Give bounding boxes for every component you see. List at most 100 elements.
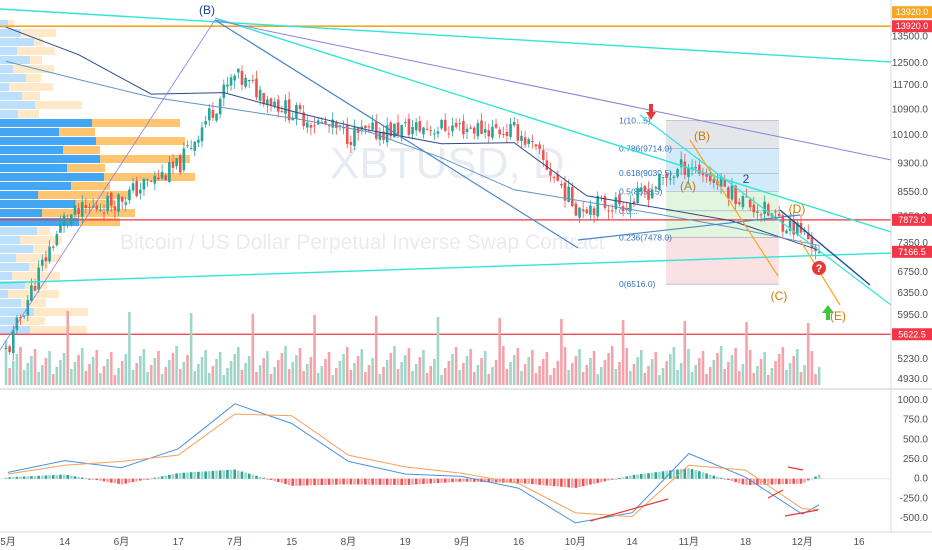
- macd-histogram-bar: [796, 478, 799, 484]
- volume-bar: [302, 371, 305, 385]
- volume-profile-up-bar: [0, 245, 33, 253]
- candle-body: [752, 204, 756, 213]
- candle-body: [160, 172, 164, 179]
- candle-body: [124, 202, 128, 205]
- candle-body: [411, 126, 414, 135]
- volume-bar: [552, 368, 556, 385]
- ema-fast-line: [5, 26, 820, 251]
- macd-histogram-bar: [472, 478, 476, 482]
- macd-tick-label: -250.0: [900, 493, 929, 504]
- candle-body: [418, 121, 422, 132]
- macd-histogram-bar: [324, 478, 327, 485]
- candle-body: [313, 125, 316, 127]
- macd-histogram-bar: [204, 471, 207, 479]
- macd-histogram-bar: [11, 477, 15, 479]
- time-tick-label: 16: [853, 537, 865, 548]
- volume-bar: [371, 358, 374, 385]
- volume-bar: [124, 354, 128, 385]
- macd-histogram-bar: [574, 478, 578, 488]
- candle-body: [102, 212, 106, 214]
- volume-bar: [41, 365, 44, 385]
- volume-bar: [15, 354, 19, 385]
- volume-profile-down-bar: [79, 218, 120, 226]
- volume-bar: [276, 360, 280, 385]
- macd-histogram-bar: [465, 478, 469, 482]
- volume-profile-down-bar: [34, 38, 43, 46]
- candle-body: [527, 139, 531, 144]
- volume-bar: [443, 368, 447, 385]
- candle-body: [305, 122, 309, 128]
- candle-body: [567, 186, 570, 203]
- volume-bar: [378, 374, 382, 385]
- candle-body: [414, 122, 418, 131]
- candle-body: [41, 259, 44, 266]
- macd-histogram-bar: [91, 478, 95, 480]
- candle-body: [433, 133, 436, 135]
- volume-bar: [563, 347, 567, 385]
- volume-bar: [338, 361, 342, 385]
- macd-histogram-bar: [752, 478, 756, 485]
- candle-body: [796, 222, 799, 235]
- candle-body: [367, 126, 371, 128]
- volume-bar: [59, 360, 62, 385]
- volume-bar: [215, 359, 218, 385]
- macd-histogram-bar: [741, 478, 745, 485]
- macd-histogram-bar: [251, 474, 255, 479]
- macd-histogram-bar: [229, 469, 233, 479]
- price-tag-text: 7873.0: [898, 215, 926, 225]
- time-axis: 5月 14 6月 17 7月 15 8月 19 9月 16 10月 14 11月 18 12月 16: [0, 536, 865, 548]
- candle-body: [556, 174, 560, 181]
- volume-bar: [799, 372, 803, 385]
- candle-body: [563, 182, 567, 201]
- volume-bar: [792, 356, 796, 385]
- volume-bar: [258, 365, 262, 385]
- volume-bar: [567, 370, 570, 385]
- volume-profile-down-bar: [35, 101, 82, 109]
- volume-bar: [298, 348, 302, 385]
- volume-profile-up-bar: [0, 191, 38, 199]
- macd-histogram-bar: [643, 473, 647, 479]
- macd-histogram-bar: [113, 478, 117, 484]
- macd-histogram-bar: [581, 478, 585, 487]
- macd-histogram-bar: [668, 470, 672, 479]
- macd-histogram-bar: [719, 477, 723, 479]
- macd-histogram-bar: [171, 474, 175, 479]
- candle-body: [226, 84, 229, 87]
- resistance-line-upper: [0, 8, 892, 63]
- macd-histogram-bar: [679, 469, 683, 479]
- volume-bar: [600, 367, 603, 385]
- volume-profile-down-bar: [16, 254, 61, 262]
- candle-body: [204, 121, 207, 125]
- price-tick-label: 8550.0: [897, 187, 928, 198]
- volume-bar: [335, 368, 338, 385]
- volume-bar: [385, 360, 389, 385]
- volume-bar: [273, 367, 276, 385]
- macd-histogram-bar: [164, 475, 168, 479]
- volume-profile-up-bar: [0, 47, 17, 55]
- macd-histogram-bar: [302, 478, 305, 486]
- candle-body: [51, 246, 55, 248]
- price-tag-text: 13920.0: [896, 7, 929, 17]
- fib-zone-red: [666, 237, 779, 285]
- volume-bar: [639, 350, 643, 385]
- channel-line-navy: [779, 209, 871, 286]
- macd-histogram-bar: [193, 472, 197, 479]
- candle-body: [516, 124, 520, 141]
- candle-body: [327, 125, 331, 127]
- volume-bar: [189, 313, 193, 385]
- wave-label-b-top: (B): [199, 3, 215, 17]
- macd-histogram-bar: [748, 478, 752, 486]
- candle-body: [298, 105, 302, 110]
- candle-body: [164, 175, 168, 181]
- macd-histogram-bar: [483, 478, 487, 483]
- volume-bar: [324, 359, 327, 385]
- candle-body: [44, 257, 48, 262]
- macd-histogram-bar: [160, 476, 164, 479]
- macd-histogram-bar: [88, 478, 91, 480]
- volume-bar: [716, 353, 719, 385]
- volume-bar: [741, 364, 745, 385]
- macd-histogram-bar: [418, 478, 422, 485]
- macd-histogram-bar: [781, 478, 785, 485]
- volume-bar: [353, 363, 356, 385]
